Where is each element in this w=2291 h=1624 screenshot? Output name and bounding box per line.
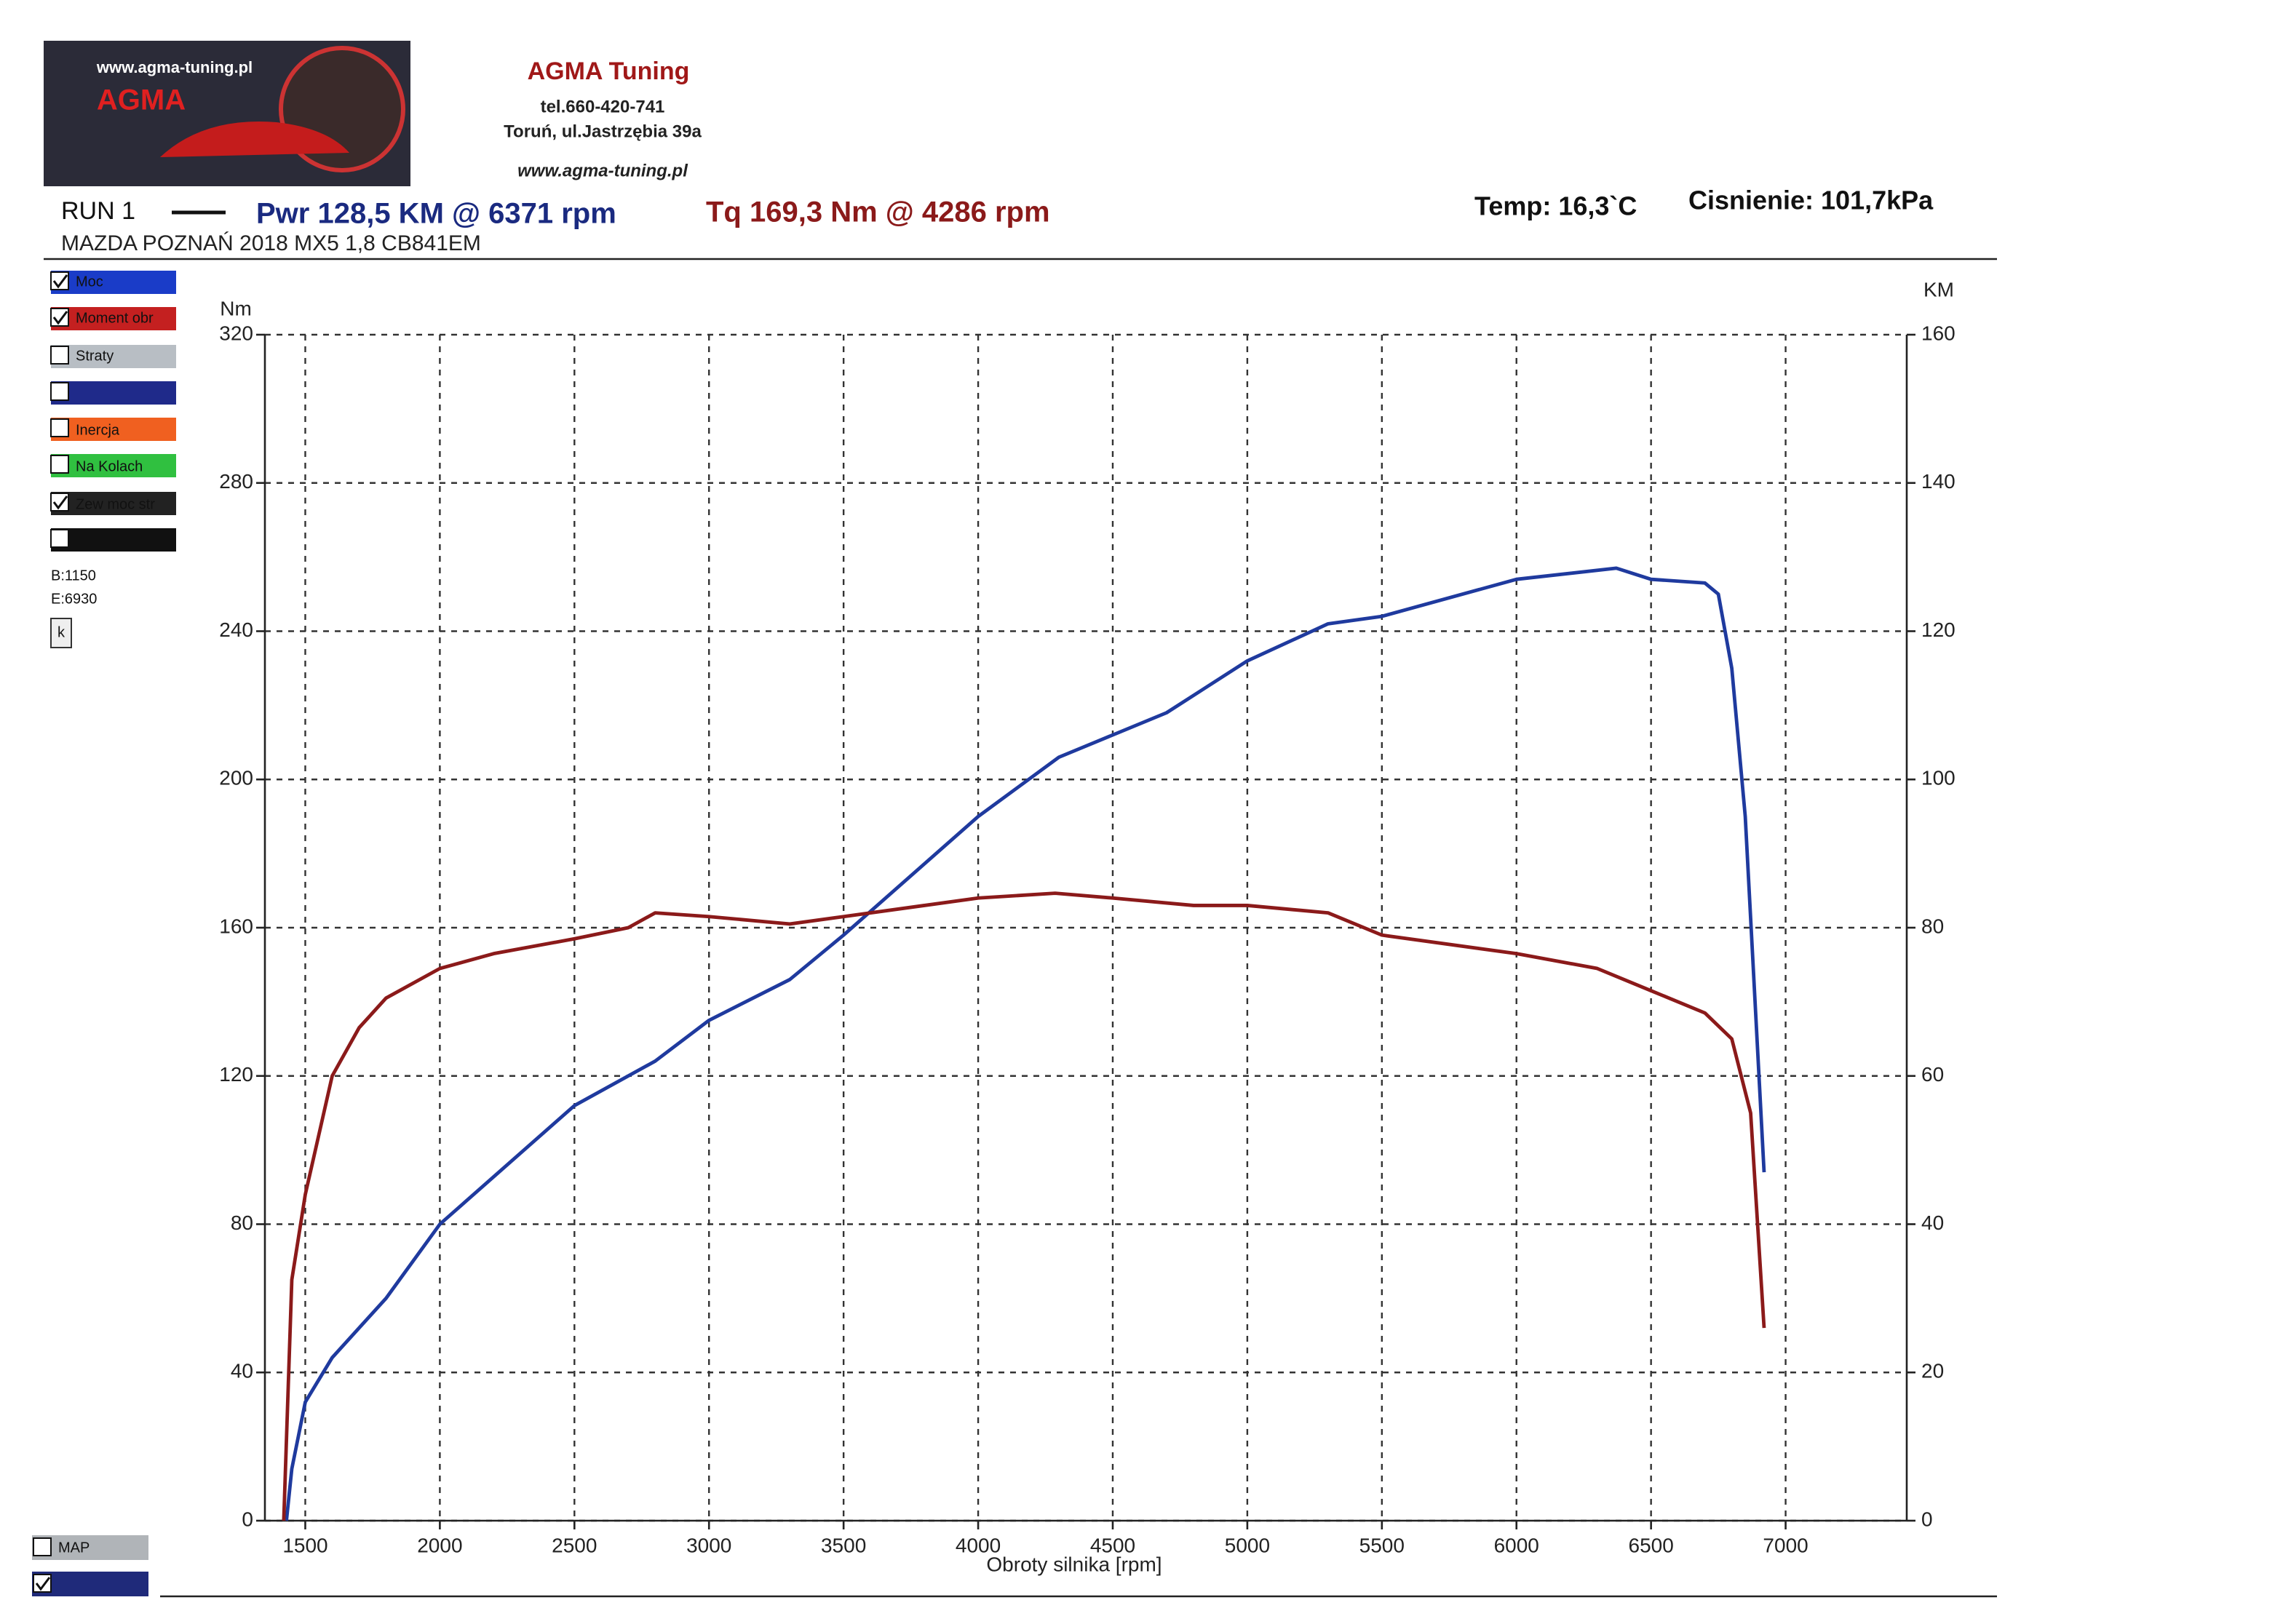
y2-tick-label: 60 <box>1921 1063 1944 1086</box>
side-panel: Moc Moment obr Straty Inercja Na Kolach … <box>32 271 176 1596</box>
check <box>52 311 68 325</box>
legend-box[interactable] <box>51 454 176 477</box>
run: RUN 1 <box>61 197 135 225</box>
temperature: Temp: 16,3`C <box>1474 191 1637 221</box>
y2-tick-label: 160 <box>1921 322 1956 344</box>
x-tick-label: 4500 <box>1090 1534 1135 1556</box>
map-label: MAP <box>58 1540 90 1556</box>
y2-axis-label: KM <box>1923 278 1954 300</box>
y2-tick-label: 0 <box>1921 1508 1933 1530</box>
logo-text: AGMA <box>97 84 186 116</box>
y2-tick-label: 80 <box>1921 915 1944 937</box>
begin-rpm: B:1150 <box>51 568 96 584</box>
legend-box[interactable] <box>51 418 176 441</box>
legend-label: Zew moc str <box>76 496 155 512</box>
x-tick-label: 2000 <box>417 1534 462 1556</box>
legend-label: Straty <box>76 348 114 364</box>
button[interactable] <box>50 618 72 648</box>
x-tick-label: 4000 <box>956 1534 1001 1556</box>
logo-url: www.agma-tuning.pl <box>96 58 253 76</box>
x-tick-label: 3000 <box>686 1534 731 1556</box>
legend-label: Moment obr <box>76 310 154 326</box>
checkbox[interactable] <box>33 1537 52 1556</box>
x-tick-label: 2500 <box>552 1534 597 1556</box>
checkbox[interactable] <box>50 271 69 290</box>
y-axis-label: Nm <box>220 297 252 319</box>
legend-box[interactable] <box>51 307 176 330</box>
x-tick-label: 5000 <box>1225 1534 1270 1556</box>
y-tick-label: 320 <box>219 322 253 344</box>
legend-box[interactable] <box>51 345 176 368</box>
legend-label: Moc <box>76 274 103 290</box>
company: AGMA Tuning <box>528 57 690 85</box>
y-tick-label: 120 <box>219 1063 253 1086</box>
x-tick-label: 3500 <box>821 1534 866 1556</box>
x-tick-label: 6000 <box>1494 1534 1539 1556</box>
pressure: Cisnienie: 101,7kPa <box>1688 186 1934 215</box>
button-label: k <box>57 624 65 640</box>
y-tick-label: 280 <box>219 470 253 493</box>
checkbox[interactable] <box>50 493 69 512</box>
check <box>52 495 68 510</box>
y-tick-label: 80 <box>231 1211 253 1234</box>
phone: tel.660-420-741 <box>541 97 665 116</box>
check <box>35 1577 51 1591</box>
y2-tick-label: 140 <box>1921 470 1956 493</box>
y-tick-label: 160 <box>219 915 253 937</box>
checkbox[interactable] <box>50 382 69 401</box>
checkbox[interactable] <box>50 418 69 437</box>
end-rpm: E:6930 <box>51 591 97 607</box>
torque-summary: Tq 169,3 Nm @ 4286 rpm <box>706 196 1050 228</box>
x-axis-label: Obroty silnika [rpm] <box>986 1553 1162 1575</box>
series-line <box>282 891 1766 1521</box>
y2-tick-label: 120 <box>1921 618 1956 641</box>
x-tick-label: 7000 <box>1763 1534 1808 1556</box>
power-summary: Pwr 128,5 KM @ 6371 rpm <box>256 198 616 230</box>
address: Toruń, ul.Jastrzębia 39a <box>504 122 702 141</box>
x-tick-label: 6500 <box>1629 1534 1674 1556</box>
y-tick-label: 40 <box>231 1360 253 1382</box>
legend-box[interactable] <box>51 381 176 405</box>
checkbox[interactable] <box>50 346 69 365</box>
y-tick-label: 0 <box>242 1508 253 1530</box>
y2-tick-label: 20 <box>1921 1360 1944 1382</box>
y-tick-label: 240 <box>219 618 253 641</box>
legend-label: Inercja <box>76 422 120 438</box>
checkbox[interactable] <box>33 1574 52 1593</box>
x-tick-label: 1500 <box>282 1534 327 1556</box>
legend-box[interactable] <box>51 492 176 515</box>
vehicle: MAZDA POZNAŃ 2018 MX5 1,8 CB841EM <box>61 231 481 255</box>
x-tick-label: 5500 <box>1359 1534 1405 1556</box>
legend-box[interactable] <box>51 528 176 552</box>
checkbox[interactable] <box>50 529 69 548</box>
y2-tick-label: 100 <box>1921 767 1956 789</box>
legend-box[interactable] <box>51 271 176 294</box>
legend-label: Na Kolach <box>76 458 143 474</box>
check <box>52 274 68 289</box>
y2-tick-label: 40 <box>1921 1211 1944 1234</box>
logo-car <box>160 122 349 157</box>
y-tick-label: 200 <box>219 767 253 789</box>
series-line <box>285 566 1766 1521</box>
website: www.agma-tuning.pl <box>517 161 688 180</box>
checkbox[interactable] <box>50 455 69 474</box>
checkbox[interactable] <box>50 308 69 327</box>
